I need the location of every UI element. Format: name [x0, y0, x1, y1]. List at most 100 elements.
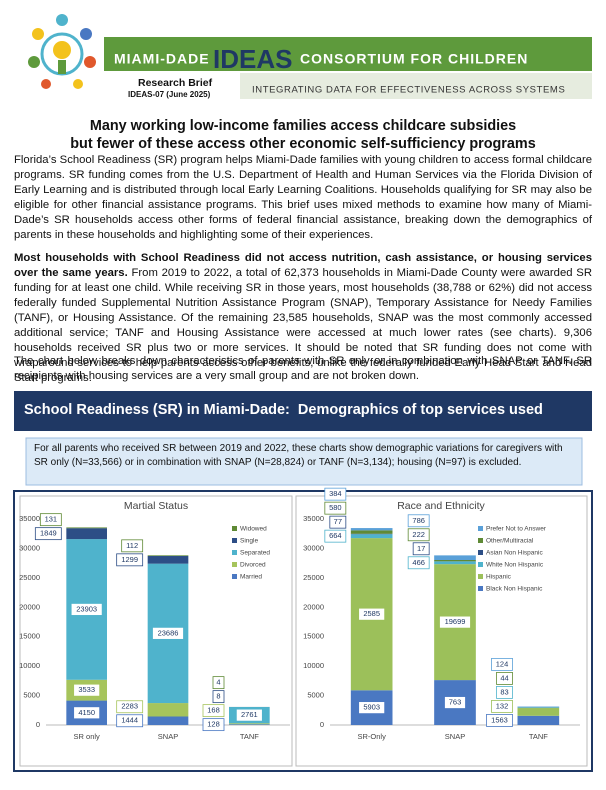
data-label: 466 — [412, 558, 425, 567]
data-label: 77 — [334, 517, 342, 526]
legend-swatch — [232, 538, 237, 543]
data-label-box — [39, 513, 62, 527]
legend-swatch — [478, 562, 483, 567]
bar-segment — [517, 715, 560, 725]
data-label: 1299 — [121, 555, 138, 564]
data-label-box — [324, 487, 347, 501]
tagline-band — [240, 73, 592, 99]
y-tick-label: 35000 — [303, 514, 324, 523]
y-tick-label: 0 — [36, 720, 40, 729]
title-line: but fewer of these access other economic… — [70, 136, 536, 152]
bar-segment — [517, 708, 560, 716]
x-tick-label: TANF — [529, 732, 548, 741]
org-suffix: CONSORTIUM FOR CHILDREN — [300, 51, 528, 67]
data-label-box — [491, 658, 513, 671]
data-label: 83 — [500, 687, 508, 696]
title: Many working low-income families access … — [0, 117, 606, 153]
data-label: 8 — [216, 692, 220, 701]
data-label-box — [212, 690, 225, 704]
bar-segment — [66, 528, 107, 540]
x-tick-label: SNAP — [445, 732, 465, 741]
data-label-box — [496, 686, 513, 699]
data-label: 44 — [500, 673, 508, 682]
bar-segment — [229, 724, 270, 725]
tagline: INTEGRATING DATA FOR EFFECTIVENESS ACROS… — [252, 85, 565, 96]
data-label-box — [116, 700, 144, 714]
data-label-box — [73, 706, 101, 720]
chart-frame — [13, 490, 593, 772]
data-label: 1849 — [40, 529, 57, 538]
data-label-box — [358, 607, 386, 621]
bar-segment — [147, 555, 189, 557]
legend-swatch — [478, 574, 483, 579]
y-tick-label: 5000 — [307, 691, 324, 700]
data-label-box — [152, 626, 184, 640]
legend-label: Black Non Hispanic — [486, 586, 543, 593]
data-label: 222 — [412, 530, 425, 539]
bar-segment — [350, 528, 393, 531]
paragraph: Florida’s School Readiness (SR) program … — [14, 154, 592, 241]
legend-label: White Non Hispanic — [486, 562, 544, 569]
paragraph-text: From 2019 to 2022, a total of 62,373 hou… — [14, 267, 592, 384]
data-label: 17 — [417, 544, 425, 553]
y-tick-label: 35000 — [19, 514, 40, 523]
data-label: 664 — [329, 531, 342, 540]
data-label: 124 — [496, 659, 509, 668]
data-label-box — [121, 539, 144, 553]
legend-swatch — [232, 562, 237, 567]
x-tick-label: SNAP — [158, 732, 178, 741]
data-label: 2283 — [121, 702, 138, 711]
legend-label: Single — [240, 538, 258, 545]
legend-label: Asian Non Hispanic — [486, 550, 543, 557]
y-tick-label: 25000 — [19, 573, 40, 582]
x-tick-label: SR-Only — [357, 732, 386, 741]
data-label-box — [329, 515, 347, 529]
data-label-box — [212, 676, 225, 690]
bar-segment — [517, 706, 560, 708]
data-label-box — [34, 527, 62, 541]
data-label-box — [70, 603, 103, 616]
legend-swatch — [232, 574, 237, 579]
brief-id: IDEAS-07 (June 2025) — [128, 90, 211, 99]
data-label-box — [486, 714, 513, 727]
note-box — [25, 437, 583, 486]
data-label-box — [358, 701, 386, 715]
legend-swatch — [478, 550, 483, 555]
y-tick-label: 10000 — [303, 661, 324, 670]
legend-label: Prefer Not to Answer — [486, 526, 547, 533]
data-label: 4150 — [78, 708, 95, 717]
data-label-box — [412, 542, 430, 556]
data-label-box — [407, 528, 430, 542]
data-label: 168 — [207, 706, 220, 715]
y-tick-label: 0 — [320, 720, 324, 729]
data-label: 112 — [126, 541, 138, 550]
data-label-box — [407, 556, 430, 570]
chart-title: Martial Status — [124, 500, 188, 512]
x-tick-label: SR only — [74, 732, 101, 741]
data-label-box — [491, 700, 513, 713]
bar-segment — [350, 530, 393, 534]
bar-segment — [147, 716, 189, 725]
paragraph: Most households with School Readiness di… — [14, 251, 592, 386]
data-label-box — [444, 696, 466, 709]
data-label: 4 — [216, 678, 220, 687]
data-label: 763 — [449, 698, 462, 707]
data-label: 1563 — [491, 715, 508, 724]
bar-segment — [350, 534, 393, 539]
data-label: 786 — [412, 516, 425, 525]
data-label-box — [202, 718, 225, 732]
data-label: 5903 — [363, 703, 380, 712]
section-heading-box — [14, 391, 592, 431]
data-label: 23903 — [76, 604, 97, 613]
data-label: 128 — [207, 720, 220, 729]
legend-swatch — [232, 550, 237, 555]
y-tick-label: 15000 — [303, 632, 324, 641]
paragraph: The chart below breaks down characterist… — [14, 355, 592, 382]
y-tick-label: 5000 — [23, 691, 40, 700]
title-line: Many working low-income families access … — [89, 118, 517, 134]
org-ideas: IDEAS — [213, 44, 292, 74]
data-label-box — [202, 704, 225, 718]
chart-title: Race and Ethnicity — [397, 500, 485, 512]
data-label: 384 — [329, 489, 342, 498]
bar-segment — [147, 556, 189, 564]
